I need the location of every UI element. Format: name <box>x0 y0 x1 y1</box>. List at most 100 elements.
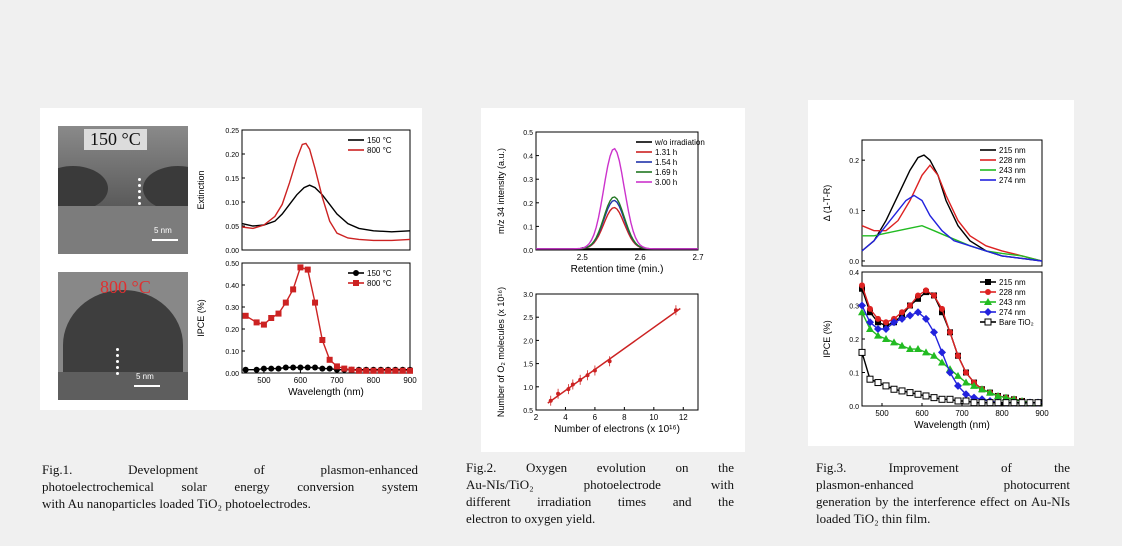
caption-line: photoelectrochemical solar energy conver… <box>42 479 418 494</box>
data-point <box>890 318 898 327</box>
x-tick-label: 500 <box>875 409 889 418</box>
data-point <box>673 308 678 313</box>
data-point <box>947 329 953 336</box>
data-point <box>290 364 297 371</box>
data-point <box>986 388 994 396</box>
x-tick-label: 12 <box>679 413 688 422</box>
y-axis-label: Δ (1-T-R) <box>822 185 832 222</box>
legend-label: 228 nm <box>999 156 1026 165</box>
data-point <box>930 328 938 337</box>
data-point <box>874 331 882 339</box>
data-point <box>984 318 992 326</box>
data-point <box>954 371 962 379</box>
y-axis-label: IPCE (%) <box>196 299 206 337</box>
plot-frame <box>861 139 1043 267</box>
data-point <box>341 365 348 372</box>
data-point <box>585 373 590 378</box>
scale-label: 5 nm <box>136 372 154 381</box>
ipce-chart-fig3: 0.0 0.1 0.2 0.3 0.4 500 600 700 800 900 Wavelength… <box>822 270 1049 431</box>
data-point <box>242 312 249 319</box>
x-axis-label: Wavelength (nm) <box>914 420 990 431</box>
data-point <box>282 364 289 371</box>
data-point <box>914 390 922 398</box>
y-tick-label: 0.0 <box>849 404 859 411</box>
data-point <box>985 289 991 295</box>
data-point <box>326 356 333 363</box>
series-line <box>536 147 698 250</box>
data-point <box>938 395 946 403</box>
x-tick-label: 700 <box>955 409 969 418</box>
x-tick-label: 4 <box>563 413 568 422</box>
y-tick-label: 1.0 <box>523 385 533 392</box>
scale-label: 5 nm <box>154 226 172 235</box>
data-point <box>1034 399 1042 407</box>
data-point <box>970 381 978 389</box>
y-tick-label: 0.40 <box>225 283 239 290</box>
data-point <box>253 319 260 326</box>
x-tick-label: 800 <box>995 409 1009 418</box>
data-point <box>922 314 930 323</box>
data-point <box>377 367 384 374</box>
x-tick-label: 800 <box>367 376 381 385</box>
data-point <box>883 319 889 326</box>
data-point <box>882 324 890 333</box>
caption-line: plasmon-enhanced photocurrent <box>816 477 1070 492</box>
y-tick-label: 0.2 <box>523 201 533 208</box>
oxygen-yield-chart: 0.5 1.0 1.5 2.0 2.5 3.0 2 4 6 8 10 12 Number of elec… <box>496 287 699 435</box>
data-point <box>882 382 890 390</box>
x-tick-label: 8 <box>622 413 627 422</box>
tem-temp-label-150: 150 °C <box>84 129 147 150</box>
data-point <box>282 299 289 306</box>
data-point <box>304 364 311 371</box>
x-tick-label: 900 <box>403 376 417 385</box>
tem-image-150: 150 °C 5 nm <box>58 126 188 254</box>
data-point <box>890 385 898 393</box>
data-point <box>986 399 994 407</box>
data-point <box>906 389 914 397</box>
y-tick-label: 0.00 <box>225 371 239 378</box>
data-point <box>607 359 612 364</box>
y-tick-label: 0.0 <box>523 248 533 255</box>
data-point <box>268 315 275 321</box>
y-tick-label: 0.5 <box>523 130 533 137</box>
y-tick-label: 0.10 <box>225 349 239 356</box>
data-point <box>939 309 945 316</box>
data-point <box>970 399 978 407</box>
legend-label: 150 °C <box>367 136 392 145</box>
data-point <box>290 286 297 293</box>
legend-label: 800 °C <box>367 146 392 155</box>
scale-bar <box>134 385 160 387</box>
data-point <box>312 364 319 371</box>
x-tick-label: 2.7 <box>692 253 704 262</box>
data-point <box>907 302 913 309</box>
data-point <box>914 308 922 317</box>
fig1-caption: Fig.1. Development of plasmon-enhanced p… <box>42 461 418 512</box>
x-tick-label: 700 <box>330 376 344 385</box>
data-point <box>867 309 873 316</box>
data-point <box>930 394 938 402</box>
data-point <box>866 318 874 327</box>
data-point <box>962 397 970 405</box>
y-axis-label: Number of O₂ molecules (x 10¹⁶) <box>496 287 506 417</box>
data-point <box>859 285 865 292</box>
x-axis-label: Number of electrons (x 10¹⁶) <box>554 424 680 435</box>
data-point <box>882 335 890 342</box>
data-point <box>858 301 866 310</box>
x-tick-label: 600 <box>915 409 929 418</box>
data-point <box>962 390 970 399</box>
data-point <box>985 279 991 285</box>
ipce-chart-fig1: 0.00 0.10 0.20 0.30 0.40 0.50 500 600 700 800 900 W… <box>196 261 417 398</box>
y-tick-label: 0.20 <box>225 327 239 334</box>
data-point <box>906 311 914 320</box>
x-tick-label: 2.5 <box>577 253 589 262</box>
data-point <box>370 367 377 374</box>
data-point <box>914 345 922 353</box>
data-point <box>866 375 874 383</box>
series-line <box>241 142 411 242</box>
data-point <box>1010 399 1018 407</box>
legend-label: 1.31 h <box>655 148 677 157</box>
data-point <box>906 345 914 353</box>
data-point <box>297 264 304 271</box>
caption-line: Fig.3. Improvement of the <box>816 460 1070 475</box>
data-point <box>363 367 370 374</box>
